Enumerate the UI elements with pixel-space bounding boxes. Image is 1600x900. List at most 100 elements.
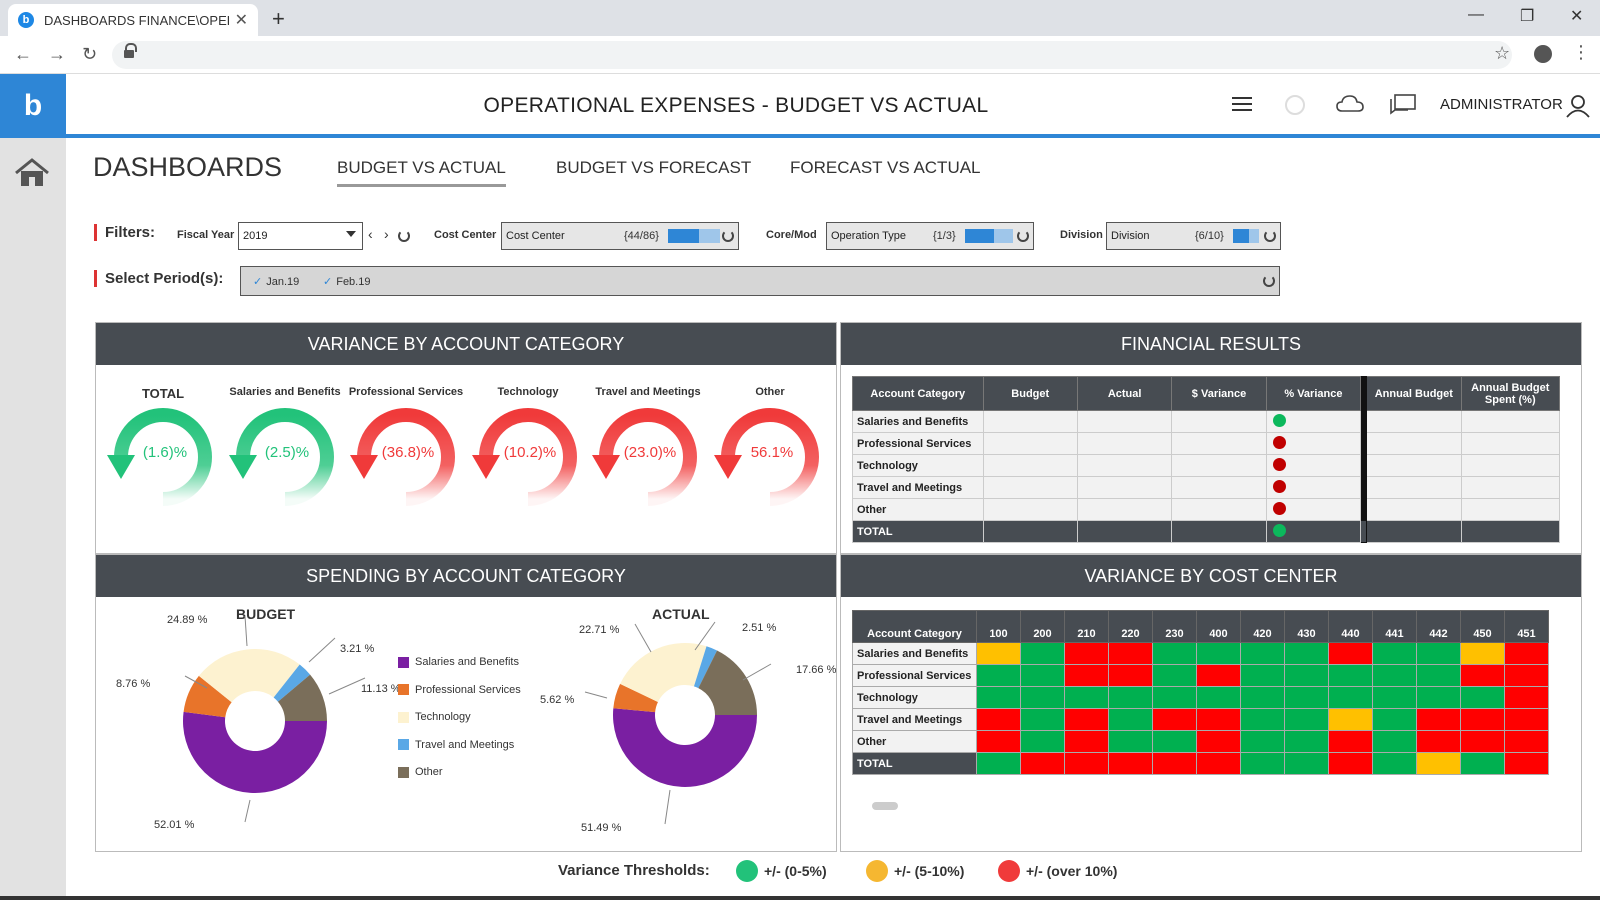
- forward-icon[interactable]: →: [48, 44, 66, 64]
- bookmark-star-icon[interactable]: ☆: [1494, 43, 1511, 63]
- heatmap-cell[interactable]: [1240, 664, 1285, 687]
- donut-slice[interactable]: [693, 646, 718, 689]
- legend-item[interactable]: Other: [398, 766, 443, 778]
- operation-type-filter[interactable]: Operation Type {1/3}: [826, 222, 1034, 250]
- heatmap-cell[interactable]: [1284, 752, 1329, 775]
- heatmap-cell[interactable]: [1416, 708, 1461, 731]
- heatmap-cell[interactable]: [1240, 708, 1285, 731]
- back-icon[interactable]: ←: [14, 44, 32, 64]
- donut-slice[interactable]: [277, 674, 327, 721]
- heatmap-cell[interactable]: [1240, 686, 1285, 709]
- heatmap-cell[interactable]: [1152, 686, 1197, 709]
- period-chip[interactable]: ✓ Feb.19: [323, 276, 371, 288]
- heatmap-cell[interactable]: [1108, 686, 1153, 709]
- heatmap-cell[interactable]: [1328, 686, 1373, 709]
- heatmap-cell[interactable]: [1504, 730, 1549, 753]
- status-circle-icon[interactable]: [1284, 94, 1306, 116]
- heatmap-cell[interactable]: [1240, 642, 1285, 665]
- heatmap-cell[interactable]: [1020, 708, 1065, 731]
- heatmap-cell[interactable]: [1064, 730, 1109, 753]
- heatmap-cell[interactable]: [1504, 642, 1549, 665]
- heatmap-cell[interactable]: [1504, 686, 1549, 709]
- heatmap-cell[interactable]: [1020, 642, 1065, 665]
- app-logo[interactable]: b: [0, 74, 66, 138]
- reset-operation-type-icon[interactable]: [1017, 230, 1029, 242]
- heatmap-cell[interactable]: [1064, 686, 1109, 709]
- heatmap-cell[interactable]: [1504, 708, 1549, 731]
- heatmap-cell[interactable]: [1372, 642, 1417, 665]
- donut-slice[interactable]: [198, 649, 300, 703]
- scrollbar-thumb[interactable]: [872, 802, 898, 810]
- prev-year-icon[interactable]: ‹: [368, 226, 373, 242]
- heatmap-cell[interactable]: [1372, 664, 1417, 687]
- heatmap-cell[interactable]: [1064, 708, 1109, 731]
- heatmap-cell[interactable]: [1416, 686, 1461, 709]
- heatmap-cell[interactable]: [1108, 752, 1153, 775]
- heatmap-cell[interactable]: [1240, 752, 1285, 775]
- heatmap-cell[interactable]: [1416, 752, 1461, 775]
- heatmap-cell[interactable]: [1328, 642, 1373, 665]
- heatmap-cell[interactable]: [976, 708, 1021, 731]
- heatmap-cell[interactable]: [1152, 642, 1197, 665]
- heatmap-cell[interactable]: [1152, 664, 1197, 687]
- heatmap-cell[interactable]: [1020, 752, 1065, 775]
- reset-division-icon[interactable]: [1264, 230, 1276, 242]
- heatmap-cell[interactable]: [1108, 730, 1153, 753]
- heatmap-cell[interactable]: [1152, 708, 1197, 731]
- heatmap-cell[interactable]: [1152, 752, 1197, 775]
- heatmap-cell[interactable]: [1460, 686, 1505, 709]
- heatmap-cell[interactable]: [1328, 664, 1373, 687]
- heatmap-cell[interactable]: [1460, 730, 1505, 753]
- reload-icon[interactable]: ↻: [82, 44, 98, 64]
- home-icon[interactable]: [14, 158, 50, 188]
- minimize-icon[interactable]: —: [1468, 6, 1484, 23]
- cloud-icon[interactable]: [1336, 94, 1364, 114]
- period-selector[interactable]: ✓ Jan.19 ✓ Feb.19: [240, 266, 1280, 296]
- heatmap-cell[interactable]: [1108, 642, 1153, 665]
- heatmap-cell[interactable]: [1372, 752, 1417, 775]
- heatmap-cell[interactable]: [1284, 664, 1329, 687]
- heatmap-cell[interactable]: [1020, 664, 1065, 687]
- heatmap-cell[interactable]: [1416, 664, 1461, 687]
- heatmap-cell[interactable]: [1504, 752, 1549, 775]
- heatmap-cell[interactable]: [1196, 708, 1241, 731]
- heatmap-cell[interactable]: [976, 642, 1021, 665]
- heatmap-cell[interactable]: [1020, 730, 1065, 753]
- heatmap-cell[interactable]: [1372, 708, 1417, 731]
- heatmap-cell[interactable]: [1504, 664, 1549, 687]
- heatmap-cell[interactable]: [1196, 642, 1241, 665]
- donut-slice[interactable]: [183, 675, 232, 718]
- heatmap-cell[interactable]: [1460, 708, 1505, 731]
- period-chip[interactable]: ✓ Jan.19: [253, 276, 300, 288]
- heatmap-cell[interactable]: [1196, 664, 1241, 687]
- heatmap-cell[interactable]: [1460, 752, 1505, 775]
- heatmap-cell[interactable]: [1284, 642, 1329, 665]
- heatmap-cell[interactable]: [1108, 664, 1153, 687]
- heatmap-cell[interactable]: [1284, 708, 1329, 731]
- new-tab-button[interactable]: +: [272, 6, 285, 31]
- reset-fiscal-year-icon[interactable]: [398, 230, 410, 242]
- heatmap-cell[interactable]: [1416, 730, 1461, 753]
- horizontal-scrollbar[interactable]: [862, 802, 1532, 810]
- heatmap-cell[interactable]: [976, 686, 1021, 709]
- cost-center-filter[interactable]: Cost Center {44/86}: [501, 222, 739, 250]
- heatmap-cell[interactable]: [1152, 730, 1197, 753]
- donut-slice[interactable]: [612, 708, 757, 788]
- heatmap-cell[interactable]: [976, 752, 1021, 775]
- heatmap-cell[interactable]: [1372, 730, 1417, 753]
- legend-item[interactable]: Salaries and Benefits: [398, 656, 519, 668]
- heatmap-cell[interactable]: [1064, 752, 1109, 775]
- account-icon[interactable]: [1534, 45, 1552, 63]
- heatmap-cell[interactable]: [1372, 686, 1417, 709]
- heatmap-cell[interactable]: [976, 730, 1021, 753]
- legend-item[interactable]: Professional Services: [398, 684, 521, 696]
- heatmap-cell[interactable]: [1328, 730, 1373, 753]
- donut-slice[interactable]: [620, 643, 707, 703]
- legend-item[interactable]: Travel and Meetings: [398, 739, 514, 751]
- heatmap-cell[interactable]: [1020, 686, 1065, 709]
- heatmap-cell[interactable]: [1460, 642, 1505, 665]
- tab-budget-vs-forecast[interactable]: BUDGET VS FORECAST: [556, 158, 752, 177]
- heatmap-cell[interactable]: [1416, 642, 1461, 665]
- user-name[interactable]: ADMINISTRATOR: [1440, 96, 1563, 113]
- heatmap-cell[interactable]: [1328, 752, 1373, 775]
